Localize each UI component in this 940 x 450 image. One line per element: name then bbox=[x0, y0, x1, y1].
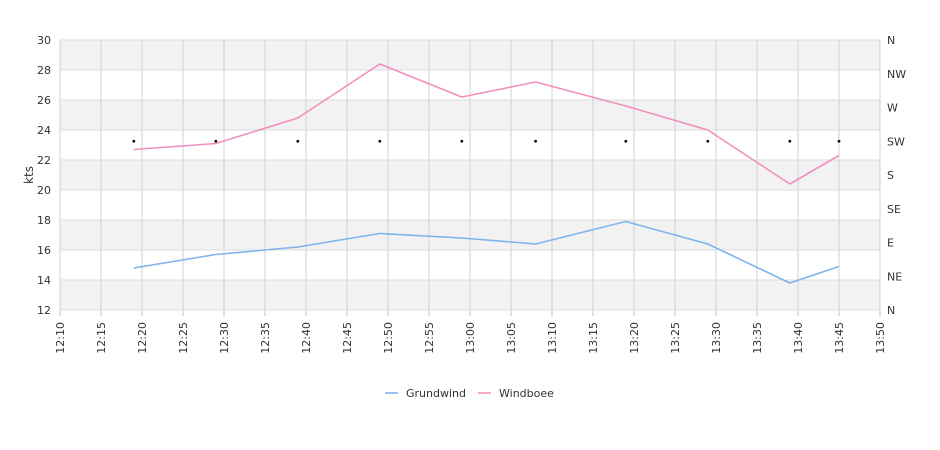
y2-tick-label: N bbox=[887, 34, 895, 47]
y2-tick-label: W bbox=[887, 102, 898, 115]
y-tick-label: 24 bbox=[37, 124, 51, 137]
x-tick-label: 13:10 bbox=[546, 322, 559, 354]
y2-tick-label: NE bbox=[887, 270, 902, 283]
direction-marker bbox=[624, 139, 628, 143]
x-tick-label: 12:10 bbox=[54, 322, 67, 354]
x-tick-label: 12:45 bbox=[341, 322, 354, 354]
x-tick-label: 12:20 bbox=[136, 322, 149, 354]
series-lines bbox=[133, 63, 840, 284]
y2-tick-label: E bbox=[887, 237, 894, 250]
x-tick-label: 13:05 bbox=[505, 322, 518, 354]
x-tick-label: 13:50 bbox=[874, 322, 887, 354]
y-tick-label: 12 bbox=[37, 304, 51, 317]
y2-tick-label: N bbox=[887, 304, 895, 317]
x-tick-label: 12:35 bbox=[259, 322, 272, 354]
x-tick-label: 13:00 bbox=[464, 322, 477, 354]
direction-marker bbox=[214, 139, 218, 143]
y-axis-label: kts bbox=[22, 166, 36, 184]
direction-marker bbox=[296, 139, 300, 143]
y-tick-label: 22 bbox=[37, 154, 51, 167]
x-tick-label: 12:25 bbox=[177, 322, 190, 354]
legend: Grundwind Windboee bbox=[385, 387, 554, 400]
y-tick-label: 14 bbox=[37, 274, 51, 287]
y-tick-label: 28 bbox=[37, 64, 51, 77]
y2-axis-tick-labels: N NE E SE S SW W NW N bbox=[887, 34, 906, 317]
direction-marker bbox=[837, 139, 841, 143]
series-line-windboee bbox=[133, 63, 840, 185]
x-tick-label: 12:50 bbox=[382, 322, 395, 354]
vertical-gridlines bbox=[59, 40, 881, 316]
x-tick-label: 12:55 bbox=[423, 322, 436, 354]
y2-tick-label: SE bbox=[887, 203, 901, 216]
direction-marker bbox=[534, 139, 537, 143]
x-axis-tick-labels: 12:10 12:15 12:20 12:25 12:30 12:35 12:40 12:45… bbox=[54, 322, 887, 354]
x-tick-label: 13:35 bbox=[751, 322, 764, 354]
y-tick-label: 20 bbox=[37, 184, 51, 197]
y2-tick-label: S bbox=[887, 169, 894, 182]
y2-tick-label: NW bbox=[887, 68, 906, 81]
legend-label: Windboee bbox=[499, 387, 554, 400]
x-tick-label: 13:40 bbox=[792, 322, 805, 354]
y-tick-label: 18 bbox=[37, 214, 51, 227]
x-tick-label: 12:15 bbox=[95, 322, 108, 354]
y-tick-label: 26 bbox=[37, 94, 51, 107]
y-axis-tick-labels: 12 14 16 18 20 22 24 26 28 30 bbox=[37, 34, 51, 317]
x-tick-label: 13:20 bbox=[628, 322, 641, 354]
x-tick-label: 13:25 bbox=[669, 322, 682, 354]
legend-label: Grundwind bbox=[406, 387, 466, 400]
series-line-grundwind bbox=[133, 220, 840, 284]
direction-marker bbox=[788, 139, 792, 143]
y-tick-label: 16 bbox=[37, 244, 51, 257]
x-tick-label: 12:40 bbox=[300, 322, 313, 354]
x-tick-label: 13:45 bbox=[833, 322, 846, 354]
direction-marker bbox=[460, 139, 464, 143]
direction-markers bbox=[132, 139, 841, 143]
horizontal-gridlines bbox=[60, 39, 880, 311]
direction-marker bbox=[378, 139, 382, 143]
direction-marker bbox=[706, 139, 710, 143]
x-tick-label: 13:15 bbox=[587, 322, 600, 354]
x-tick-label: 12:30 bbox=[218, 322, 231, 354]
y2-tick-label: SW bbox=[887, 135, 905, 148]
y-tick-label: 30 bbox=[37, 34, 51, 47]
direction-marker bbox=[132, 139, 136, 143]
x-tick-label: 13:30 bbox=[710, 322, 723, 354]
